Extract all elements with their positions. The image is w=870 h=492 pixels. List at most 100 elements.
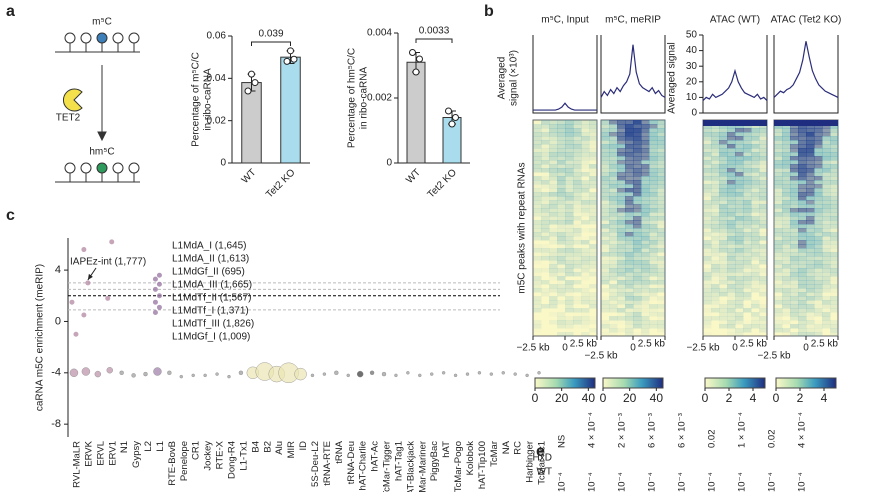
heatmap-cell — [625, 268, 634, 273]
heatmap-cell — [798, 296, 807, 301]
heatmap-cell — [830, 148, 839, 153]
heatmap-cell — [798, 196, 807, 201]
heatmap-cell — [782, 216, 791, 221]
category-bubble — [369, 370, 375, 376]
heatmap-cell — [743, 292, 752, 297]
heatmap-cell — [798, 172, 807, 177]
heatmap-cell — [633, 220, 642, 225]
heatmap-cell — [581, 320, 590, 325]
heatmap-cell — [830, 328, 839, 333]
y-axis-label: Percentage of m⁵C/C — [191, 52, 202, 147]
heatmap-cell — [649, 172, 658, 177]
heatmap-cell — [743, 208, 752, 213]
heatmap-cell — [557, 200, 566, 205]
heatmap-cell — [743, 160, 752, 165]
heatmap-cell — [790, 212, 799, 217]
heatmap-cell — [565, 284, 574, 289]
replicate-point — [248, 70, 255, 78]
heatmap-cell — [703, 252, 712, 257]
heatmap-cell — [727, 312, 736, 317]
heatmap-cell — [743, 252, 752, 257]
heatmap-cell — [822, 184, 831, 189]
annotation: L1MdA_III (1,665) — [172, 280, 252, 291]
heatmap-cell — [822, 296, 831, 301]
heatmap-cell — [617, 216, 626, 221]
colorbar — [704, 377, 766, 389]
heatmap-cell — [814, 148, 823, 153]
heatmap-cell — [782, 228, 791, 233]
heatmap-cell — [806, 324, 815, 329]
heatmap-cell — [774, 184, 783, 189]
heatmap-cell — [774, 160, 783, 165]
x-tick-label: hAT-Tip100 — [477, 441, 488, 489]
x-tick-label: 2.5 kb — [570, 339, 598, 350]
heatmap-cell — [573, 148, 582, 153]
p-value: 0.0033 — [419, 26, 450, 37]
heatmap-cell — [774, 252, 783, 257]
heatmap-cell — [541, 288, 550, 293]
heatmap-cell — [759, 292, 768, 297]
colorbar-tick-label: 4 — [750, 391, 757, 405]
replicate-point — [409, 49, 416, 56]
heatmap-cell — [814, 240, 823, 245]
heatmap-cell — [719, 216, 728, 221]
heatmap-cell — [549, 172, 558, 177]
heatmap-cell — [557, 120, 566, 125]
heatmap-cell — [719, 208, 728, 213]
heatmap-cell — [657, 132, 666, 137]
heatmap-cell — [601, 212, 610, 217]
heatmap-cell — [565, 208, 574, 213]
heatmap-cell — [735, 136, 744, 141]
x-tick-label: ERVL — [95, 441, 106, 466]
heatmap-cell — [822, 256, 831, 261]
heatmap-cell — [727, 300, 736, 305]
heatmap-cell — [774, 132, 783, 137]
heatmap-cell — [751, 280, 760, 285]
heatmap-cell — [657, 276, 666, 281]
heatmap-cell — [633, 172, 642, 177]
y-tick-label: -8 — [51, 418, 61, 430]
heatmap-cell — [830, 168, 839, 173]
heatmap-cell — [617, 204, 626, 209]
heatmap-cell — [798, 224, 807, 229]
heatmap-cell — [830, 296, 839, 301]
heatmap-cell — [601, 228, 610, 233]
panel-label: b — [484, 3, 494, 20]
heatmap-cell — [641, 308, 650, 313]
heatmap-cell — [751, 144, 760, 149]
y-tick-label: 0.04 — [207, 73, 227, 84]
heatmap-cell — [573, 128, 582, 133]
heatmap-cell — [798, 176, 807, 181]
heatmap-cell — [759, 276, 768, 281]
outlier-point — [152, 309, 158, 315]
heatmap-cell — [759, 204, 768, 209]
heatmap-cell — [751, 208, 760, 213]
y-axis-label: Percentage of hm⁵C/C — [347, 48, 358, 148]
heatmap-cell — [727, 188, 736, 193]
colorbar — [602, 377, 664, 389]
heatmap-cell — [830, 184, 839, 189]
heatmap-cell — [617, 228, 626, 233]
heatmap-cell — [719, 224, 728, 229]
heatmap-cell — [641, 168, 650, 173]
heatmap-cell — [581, 204, 590, 209]
heatmap-cell — [711, 164, 720, 169]
heatmap-cell — [657, 120, 666, 125]
heatmap-cell — [727, 148, 736, 153]
heatmap-cell — [790, 152, 799, 157]
heatmap-cell — [711, 236, 720, 241]
heatmap-cell — [617, 220, 626, 225]
heatmap-cell — [625, 152, 634, 157]
outlier-point — [69, 299, 75, 305]
heatmap-cell — [633, 192, 642, 197]
heatmap-cell — [649, 152, 658, 157]
heatmap-cell — [581, 272, 590, 277]
heatmap-cell — [557, 220, 566, 225]
heatmap-cell — [625, 328, 634, 333]
heatmap-cell — [617, 212, 626, 217]
heatmap-cell — [703, 272, 712, 277]
diagram-label: m⁵C — [92, 17, 112, 28]
heatmap-cell — [798, 256, 807, 261]
heatmap-cell — [533, 172, 542, 177]
